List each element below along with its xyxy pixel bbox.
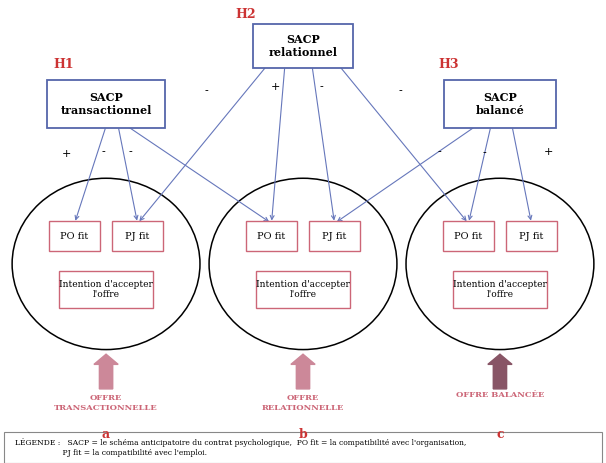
FancyBboxPatch shape (48, 221, 100, 251)
Text: +: + (544, 147, 553, 156)
Text: PJ fit: PJ fit (125, 232, 150, 241)
Text: PO fit: PO fit (258, 232, 285, 241)
Text: Intention d'accepter
l'offre: Intention d'accepter l'offre (59, 280, 153, 299)
FancyBboxPatch shape (453, 271, 547, 308)
Text: c: c (496, 428, 504, 441)
FancyArrow shape (94, 354, 118, 389)
FancyBboxPatch shape (444, 80, 556, 128)
Text: PJ fit: PJ fit (322, 232, 347, 241)
Text: SACP
balancé: SACP balancé (476, 92, 524, 116)
Text: -: - (128, 147, 132, 156)
FancyArrow shape (488, 354, 512, 389)
Text: +: + (271, 82, 281, 92)
Text: a: a (102, 428, 110, 441)
Text: OFFRE BALANCÉE: OFFRE BALANCÉE (456, 391, 544, 399)
Text: H2: H2 (235, 8, 256, 21)
Text: PO fit: PO fit (61, 232, 88, 241)
Text: OFFRE
TRANSACTIONNELLE: OFFRE TRANSACTIONNELLE (54, 394, 158, 412)
Text: b: b (299, 428, 307, 441)
FancyBboxPatch shape (112, 221, 163, 251)
Text: SACP
relationnel: SACP relationnel (268, 34, 338, 58)
Text: H1: H1 (53, 58, 74, 71)
FancyBboxPatch shape (4, 432, 602, 463)
FancyBboxPatch shape (309, 221, 360, 251)
Text: PJ fit = la compatibilité avec l'emploi.: PJ fit = la compatibilité avec l'emploi. (15, 449, 207, 457)
Text: PJ fit: PJ fit (519, 232, 544, 241)
Text: +: + (62, 149, 72, 159)
Text: SACP
transactionnel: SACP transactionnel (61, 92, 152, 116)
Text: Intention d'accepter
l'offre: Intention d'accepter l'offre (453, 280, 547, 299)
FancyBboxPatch shape (47, 80, 165, 128)
FancyBboxPatch shape (256, 271, 350, 308)
FancyBboxPatch shape (442, 221, 494, 251)
FancyArrow shape (291, 354, 315, 389)
FancyBboxPatch shape (505, 221, 558, 251)
Text: -: - (398, 87, 402, 96)
FancyBboxPatch shape (253, 24, 353, 68)
Text: Intention d'accepter
l'offre: Intention d'accepter l'offre (256, 280, 350, 299)
Text: -: - (319, 82, 323, 92)
FancyBboxPatch shape (59, 271, 153, 308)
Text: -: - (483, 148, 487, 158)
Text: PO fit: PO fit (454, 232, 482, 241)
Text: LÉGENDE :   SACP = le schéma anticipatoire du contrat psychologique,  PO fit = l: LÉGENDE : SACP = le schéma anticipatoire… (15, 438, 467, 447)
Text: -: - (438, 147, 441, 156)
Text: -: - (101, 147, 105, 156)
Text: H3: H3 (438, 58, 459, 71)
FancyBboxPatch shape (246, 221, 298, 251)
Text: OFFRE
RELATIONNELLE: OFFRE RELATIONNELLE (262, 394, 344, 412)
Text: -: - (204, 87, 208, 96)
